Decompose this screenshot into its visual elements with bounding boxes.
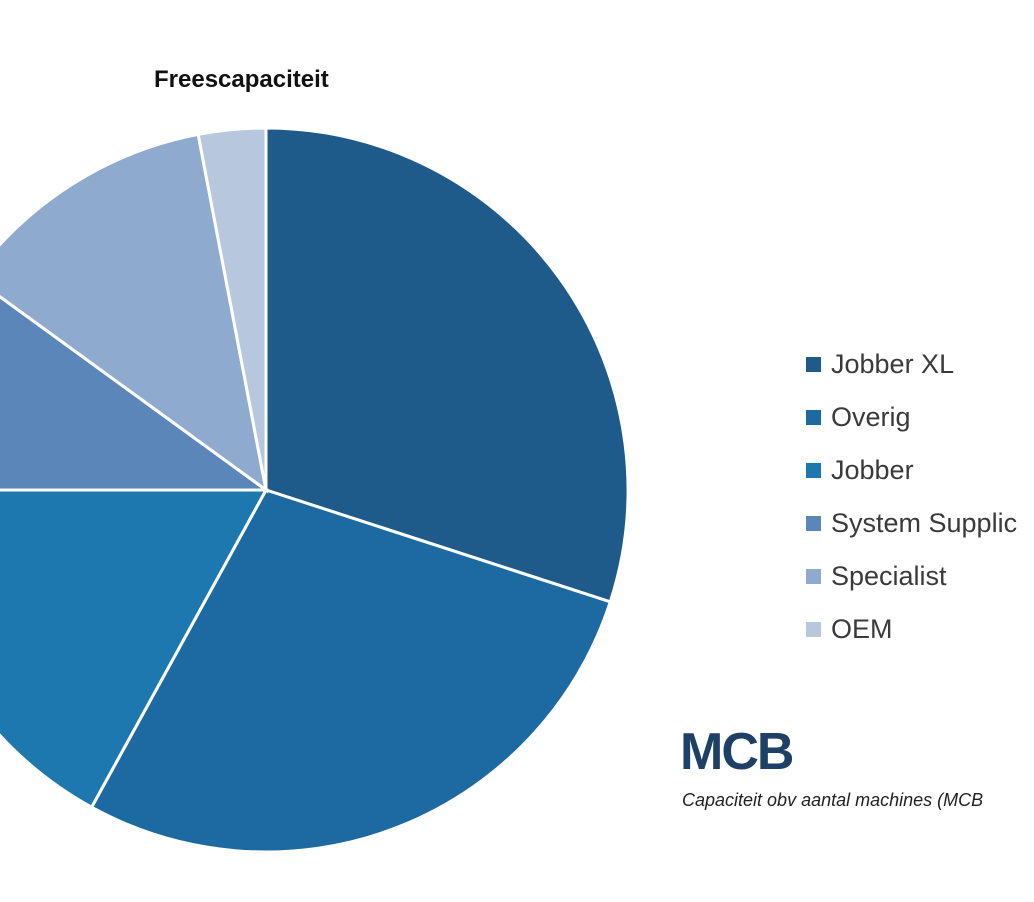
legend-label: System Supplic: [831, 508, 1018, 538]
legend-item: OEM: [806, 603, 1017, 656]
mcb-logo: MCB: [680, 723, 794, 781]
pie-slice-specialist: [0, 132, 269, 494]
pie-slices: [0, 126, 630, 854]
pie-slice-jobber-xl: [264, 126, 630, 604]
legend-label: Jobber: [831, 455, 914, 485]
legend-label: Specialist: [831, 561, 947, 591]
legend-item: Specialist: [806, 550, 1017, 603]
source-note: Capaciteit obv aantal machines (MCB: [682, 790, 984, 810]
chart-legend: Jobber XL Overig Jobber System Supplic Speci…: [806, 338, 1017, 656]
legend-item: System Supplic: [806, 497, 1017, 550]
legend-label: Overig: [831, 402, 911, 432]
legend-swatch: [806, 569, 821, 584]
legend-item: Jobber: [806, 444, 1017, 497]
legend-label: Jobber XL: [831, 349, 955, 379]
pie-slice-overig: [89, 488, 613, 854]
pie-slice-oem: [196, 126, 268, 491]
legend-swatch: [806, 357, 821, 372]
legend-swatch: [806, 410, 821, 425]
legend-swatch: [806, 463, 821, 478]
pie-slice-jobber: [0, 488, 269, 810]
legend-item: Jobber XL: [806, 338, 1017, 391]
legend-item: Overig: [806, 391, 1017, 444]
legend-swatch: [806, 622, 821, 637]
legend-label: OEM: [831, 614, 893, 644]
chart-title: Freescapaciteit: [154, 66, 329, 93]
legend-swatch: [806, 516, 821, 531]
